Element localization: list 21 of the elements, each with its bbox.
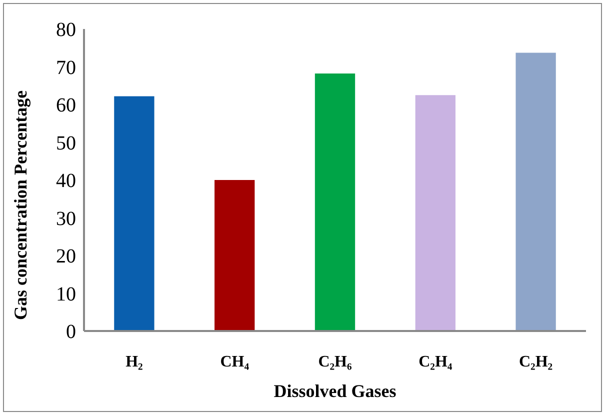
x-axis-title: Dissolved Gases: [274, 381, 396, 401]
y-tick-label: 30: [56, 208, 76, 230]
y-tick-label: 40: [56, 170, 76, 192]
bar: [214, 180, 255, 331]
y-tick-label: 70: [56, 56, 76, 79]
x-tick-label: CH₄: [220, 353, 250, 370]
bar: [114, 96, 154, 331]
y-tick-label: 10: [56, 283, 76, 306]
bar: [314, 74, 356, 331]
x-tick-label: C₂H₆: [318, 353, 352, 370]
y-tick-label: 80: [56, 19, 76, 42]
y-tick-label: 60: [56, 94, 76, 117]
bar: [516, 52, 556, 331]
y-tick-label: 0: [66, 321, 76, 344]
x-tick-label: H₂: [126, 353, 144, 370]
x-tick-label: C₂H₂: [519, 353, 553, 370]
y-axis-title: Gas concentration Percentage: [10, 90, 30, 320]
y-tick-label: 50: [56, 132, 76, 154]
bar: [415, 95, 456, 331]
x-tick-label: C₂H₄: [418, 353, 452, 370]
y-tick-label: 20: [56, 246, 76, 268]
